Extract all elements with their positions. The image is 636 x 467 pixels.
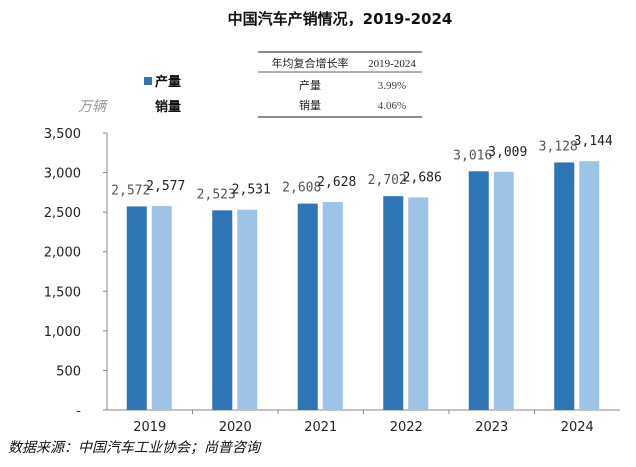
cagr-table: 年均复合增长率 2019-2024 产量 3.99% 销量 4.06%	[258, 51, 422, 118]
bar-sales-2021	[322, 202, 343, 410]
bar-production-2019	[126, 206, 147, 410]
bar-production-2021	[297, 203, 318, 410]
table-header-metric: 年均复合增长率	[272, 56, 349, 70]
x-tick-label: 2021	[304, 420, 337, 435]
x-tick-label: 2020	[219, 420, 252, 435]
data-label: 3,144	[574, 134, 613, 149]
table-row-sales-value: 4.06%	[378, 100, 406, 112]
legend: 产量 销量	[144, 74, 181, 115]
x-tick-label: 2024	[561, 420, 594, 435]
legend-label-production: 产量	[155, 74, 181, 90]
x-tick-label: 2023	[475, 420, 508, 435]
y-axis-unit: 万辆	[78, 99, 109, 115]
x-tick-label: 2022	[390, 420, 423, 435]
bar-production-2022	[383, 196, 404, 410]
data-label: 2,628	[317, 175, 356, 190]
bar-sales-2020	[237, 209, 258, 410]
data-label: 2,686	[403, 170, 442, 185]
y-tick-label: 1,000	[44, 325, 81, 340]
table-row-production-label: 产量	[299, 78, 321, 92]
y-tick-label: 500	[56, 364, 81, 379]
table-row-sales-label: 销量	[299, 98, 321, 112]
legend-swatch-production	[144, 77, 152, 85]
data-label: 2,572	[111, 183, 150, 198]
y-tick-label: 2,500	[44, 206, 81, 221]
data-label: 2,577	[146, 179, 185, 194]
data-label: 3,016	[453, 148, 492, 163]
bar-sales-2019	[151, 206, 172, 410]
data-label: 2,523	[197, 187, 236, 202]
x-tick-label: 2019	[133, 420, 166, 435]
y-tick-label: 1,500	[44, 285, 81, 300]
y-tick-label: 3,500	[44, 127, 81, 142]
legend-label-sales: 销量	[155, 99, 181, 115]
bar-sales-2022	[408, 197, 429, 410]
y-tick-label: 3,000	[44, 167, 81, 182]
table-row-production-value: 3.99%	[378, 80, 406, 92]
source-note: 数据来源：中国汽车工业协会；尚普咨询	[8, 440, 262, 456]
data-label: 2,531	[232, 183, 271, 198]
data-label: 2,608	[282, 181, 321, 196]
data-label: 3,009	[488, 145, 527, 160]
y-tick-label: 2,000	[44, 246, 81, 261]
y-tick-label: -	[76, 404, 81, 419]
chart-title: 中国汽车产销情况，2019-2024	[228, 10, 453, 28]
data-label: 2,702	[368, 173, 407, 188]
table-header-period: 2019-2024	[368, 58, 416, 70]
bar-production-2023	[468, 171, 489, 410]
bar-sales-2023	[493, 171, 514, 410]
bar-production-2024	[554, 162, 575, 410]
bar-production-2020	[212, 210, 233, 410]
bar-sales-2024	[579, 161, 600, 410]
data-label: 3,128	[539, 139, 578, 154]
